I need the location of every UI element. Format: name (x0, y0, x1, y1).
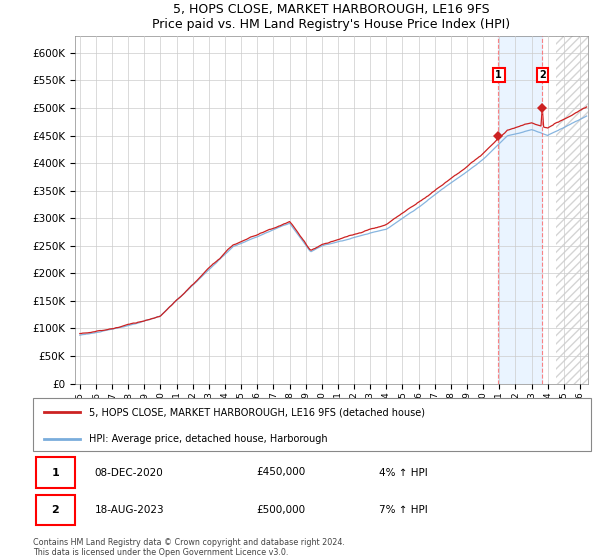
Text: 7% ↑ HPI: 7% ↑ HPI (379, 505, 428, 515)
FancyBboxPatch shape (33, 398, 591, 451)
Text: 18-AUG-2023: 18-AUG-2023 (94, 505, 164, 515)
Text: 5, HOPS CLOSE, MARKET HARBOROUGH, LE16 9FS (detached house): 5, HOPS CLOSE, MARKET HARBOROUGH, LE16 9… (89, 408, 425, 418)
Text: 4% ↑ HPI: 4% ↑ HPI (379, 468, 428, 478)
Text: 1: 1 (52, 468, 59, 478)
FancyBboxPatch shape (36, 495, 75, 525)
Title: 5, HOPS CLOSE, MARKET HARBOROUGH, LE16 9FS
Price paid vs. HM Land Registry's Hou: 5, HOPS CLOSE, MARKET HARBOROUGH, LE16 9… (152, 3, 511, 31)
Text: 2: 2 (52, 505, 59, 515)
Bar (556, 36, 588, 384)
FancyBboxPatch shape (36, 458, 75, 488)
Text: HPI: Average price, detached house, Harborough: HPI: Average price, detached house, Harb… (89, 434, 328, 444)
Text: 08-DEC-2020: 08-DEC-2020 (94, 468, 163, 478)
Text: 1: 1 (496, 70, 502, 80)
Text: 2: 2 (539, 70, 546, 80)
Bar (498, 36, 542, 384)
Text: £450,000: £450,000 (256, 468, 305, 478)
Text: Contains HM Land Registry data © Crown copyright and database right 2024.
This d: Contains HM Land Registry data © Crown c… (33, 538, 345, 557)
Text: £500,000: £500,000 (256, 505, 305, 515)
Bar (556, 36, 588, 384)
